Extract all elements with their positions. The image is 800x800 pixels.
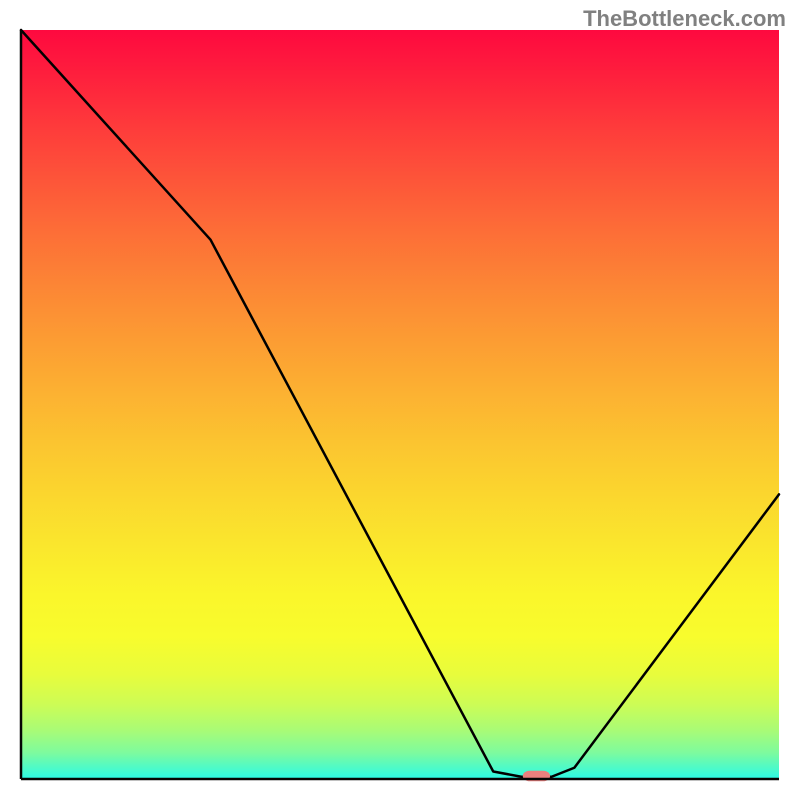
bottleneck-chart [0, 0, 800, 800]
plot-background [21, 30, 779, 779]
watermark-text: TheBottleneck.com [583, 6, 786, 32]
chart-container: TheBottleneck.com [0, 0, 800, 800]
